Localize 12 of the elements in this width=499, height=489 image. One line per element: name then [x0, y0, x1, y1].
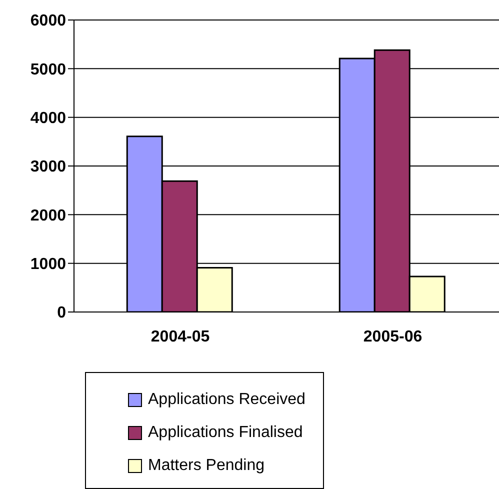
- y-tick-label: 1000: [30, 256, 66, 274]
- x-tick-label: 2004-05: [150, 328, 210, 346]
- y-tick-label: 2000: [30, 207, 66, 224]
- legend-label: Matters Pending: [148, 456, 265, 474]
- y-tick-label: 0: [57, 304, 66, 322]
- y-tick-label: 5000: [30, 61, 66, 78]
- y-tick-label: 3000: [30, 158, 66, 176]
- y-tick-label: 6000: [30, 12, 66, 30]
- x-tick-label: 2005-06: [363, 328, 422, 346]
- legend-label: Applications Finalised: [148, 424, 303, 442]
- legend-label: Applications Received: [148, 390, 306, 408]
- y-tick-label: 4000: [30, 110, 66, 128]
